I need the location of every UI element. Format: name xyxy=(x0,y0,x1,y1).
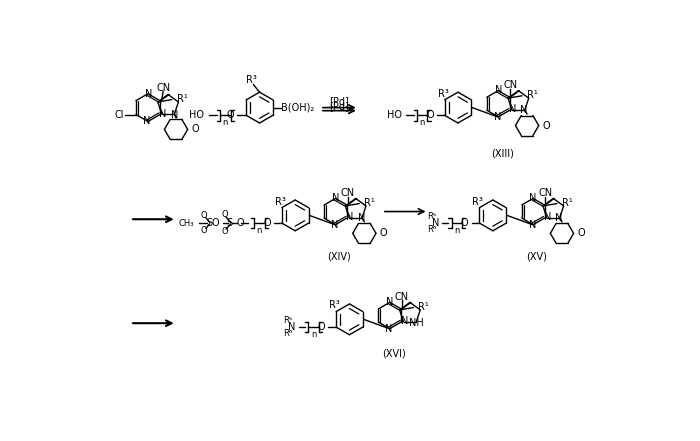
Text: [Pd]: [Pd] xyxy=(330,97,349,106)
Text: R¹: R¹ xyxy=(561,198,573,208)
Text: (XIV): (XIV) xyxy=(328,251,351,261)
Text: O: O xyxy=(201,211,208,220)
Text: N: N xyxy=(171,110,178,120)
Text: N: N xyxy=(332,193,340,203)
Text: HO: HO xyxy=(387,110,402,120)
Text: n: n xyxy=(311,330,316,339)
Text: O: O xyxy=(192,124,199,135)
Text: N: N xyxy=(386,297,393,306)
Text: CH₃: CH₃ xyxy=(178,219,194,228)
Text: CN: CN xyxy=(395,292,409,302)
Text: Cl: Cl xyxy=(115,109,125,120)
Text: B(OH)₂: B(OH)₂ xyxy=(281,103,314,112)
Text: N: N xyxy=(159,109,166,119)
Text: [Pd]: [Pd] xyxy=(330,101,349,111)
Text: N: N xyxy=(385,324,393,333)
Text: O: O xyxy=(578,228,585,238)
Text: CN: CN xyxy=(503,80,517,90)
Text: N: N xyxy=(555,213,563,223)
Text: S: S xyxy=(206,218,212,228)
Text: CN: CN xyxy=(341,188,355,198)
Text: R³: R³ xyxy=(438,89,449,99)
Text: N: N xyxy=(288,322,295,332)
Text: O: O xyxy=(221,227,228,236)
Text: N: N xyxy=(331,220,338,230)
Text: N: N xyxy=(520,105,528,115)
Text: CN: CN xyxy=(538,188,552,198)
Text: R³: R³ xyxy=(473,197,483,206)
Text: O: O xyxy=(211,218,219,228)
Text: NH: NH xyxy=(409,318,423,329)
Text: R³: R³ xyxy=(246,75,257,85)
Text: n: n xyxy=(223,119,228,127)
Text: N: N xyxy=(432,218,439,228)
Text: R⁵: R⁵ xyxy=(284,316,293,325)
Text: N: N xyxy=(400,316,408,326)
Text: R⁵: R⁵ xyxy=(427,213,436,221)
Text: HO: HO xyxy=(188,110,204,120)
Text: R⁶: R⁶ xyxy=(427,225,436,234)
Text: (XVI): (XVI) xyxy=(382,349,405,359)
Text: n: n xyxy=(454,226,460,235)
Text: n: n xyxy=(257,226,262,235)
Text: R¹: R¹ xyxy=(418,302,429,312)
Text: N: N xyxy=(494,112,501,122)
Text: S: S xyxy=(226,218,232,228)
Text: R³: R³ xyxy=(329,300,340,310)
Text: O: O xyxy=(263,218,271,228)
Text: n: n xyxy=(419,119,425,127)
Text: O: O xyxy=(226,110,234,120)
Text: N: N xyxy=(509,105,517,114)
Text: N: N xyxy=(529,193,537,203)
Text: R¹: R¹ xyxy=(177,94,188,104)
Text: N: N xyxy=(145,89,153,99)
Text: (XIII): (XIII) xyxy=(491,149,514,159)
Text: O: O xyxy=(461,218,468,228)
Text: R¹: R¹ xyxy=(526,90,538,100)
Text: R¹: R¹ xyxy=(364,198,374,208)
Text: N: N xyxy=(346,212,354,222)
Text: N: N xyxy=(358,213,365,223)
Text: N: N xyxy=(528,220,536,230)
Text: O: O xyxy=(380,228,388,238)
Text: O: O xyxy=(201,226,208,235)
Text: N: N xyxy=(544,212,552,222)
Text: N: N xyxy=(144,116,151,127)
Text: O: O xyxy=(221,210,228,219)
Text: O: O xyxy=(542,120,550,131)
Text: N: N xyxy=(495,85,502,95)
Text: R⁶: R⁶ xyxy=(284,329,293,338)
Text: R³: R³ xyxy=(275,197,286,206)
Text: O: O xyxy=(426,110,434,120)
Text: CN: CN xyxy=(156,82,170,93)
Text: (XV): (XV) xyxy=(526,251,547,261)
Text: O: O xyxy=(318,322,326,332)
Text: O: O xyxy=(237,218,244,228)
